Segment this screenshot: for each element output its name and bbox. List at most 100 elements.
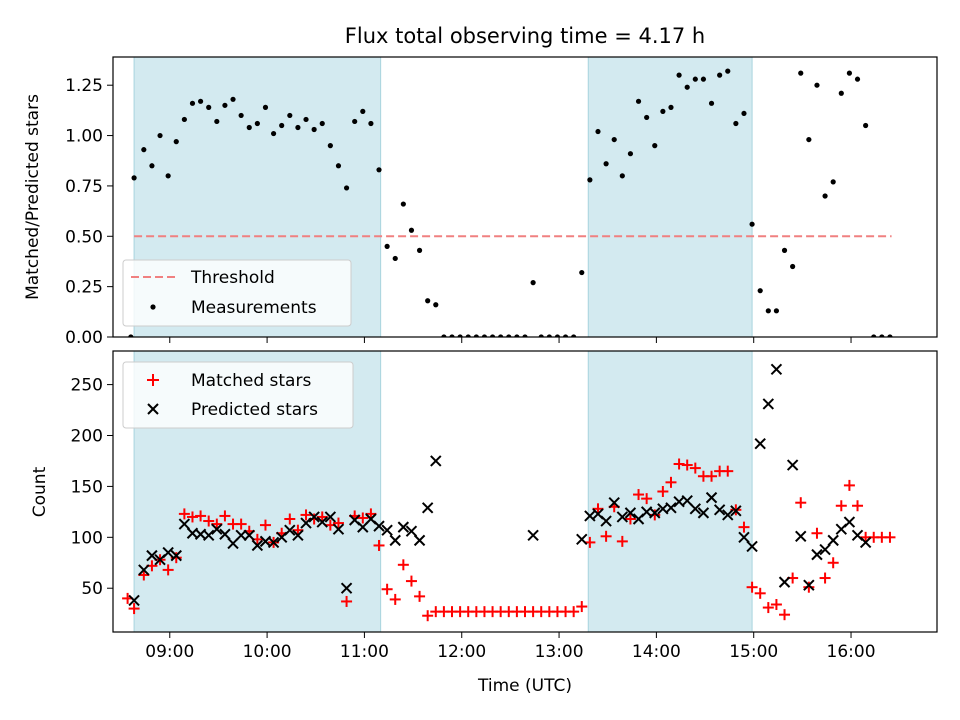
measurement-point	[522, 334, 528, 337]
predicted-star-point	[819, 543, 831, 556]
matched-star-point	[616, 535, 628, 547]
matched-star-point	[681, 459, 693, 471]
predicted-star-point	[584, 510, 596, 522]
measurement-point	[181, 116, 187, 123]
measurement-point	[514, 334, 520, 337]
matched-star-point	[219, 510, 231, 522]
measurement-point	[571, 334, 577, 337]
measurement-point	[781, 247, 788, 253]
predicted-star-point	[235, 529, 247, 541]
y-tick-label: 0.00	[65, 328, 103, 348]
measurement-point	[254, 120, 260, 127]
matched-star-point	[235, 518, 247, 530]
measurement-point	[141, 147, 147, 153]
top-legend-box	[122, 259, 352, 327]
measurement-point	[611, 136, 617, 143]
measurement-point	[238, 112, 244, 119]
predicted-star-point	[340, 582, 353, 594]
predicted-star-point	[381, 524, 393, 536]
bottom-legend-box	[122, 361, 354, 429]
measurement-point	[741, 110, 747, 117]
matched-star-point	[706, 470, 718, 482]
predicted-star-point	[616, 511, 629, 523]
matched-star-point	[738, 521, 750, 533]
predicted-star-point	[665, 502, 677, 514]
legend-predicted-label: Predicted stars	[191, 400, 318, 420]
measurement-point	[579, 269, 585, 276]
predicted-star-point	[746, 540, 758, 553]
measurement-point	[392, 255, 398, 262]
legend-measurements-swatch	[150, 304, 156, 310]
measurement-point	[498, 334, 504, 337]
measurement-point	[506, 334, 512, 337]
matched-star-point	[803, 581, 815, 593]
predicted-star-point	[770, 363, 783, 376]
measurement-point	[627, 151, 634, 157]
predicted-star-point	[608, 496, 620, 509]
measurement-point	[400, 201, 406, 207]
measurement-point	[457, 334, 463, 337]
predicted-star-point	[243, 529, 255, 541]
y-tick-label: 1.00	[65, 127, 103, 147]
predicted-star-point	[649, 507, 661, 519]
legend-measurements-label: Measurements	[191, 298, 317, 318]
predicted-star-point	[413, 534, 426, 547]
measurement-point	[279, 122, 285, 129]
predicted-star-point	[308, 511, 320, 523]
predicted-star-point	[251, 539, 264, 552]
measurement-point	[887, 334, 893, 337]
measurement-point	[879, 334, 885, 337]
measurement-point	[538, 334, 544, 337]
matched-star-point	[657, 486, 669, 497]
predicted-star-point	[128, 594, 140, 607]
matched-star-point	[332, 517, 344, 529]
measurement-point	[562, 334, 569, 337]
legend-threshold-label: Threshold	[190, 268, 275, 288]
measurement-point	[319, 120, 325, 127]
matched-star-point	[770, 599, 782, 611]
matched-star-point	[673, 458, 685, 470]
predicted-star-point	[786, 459, 799, 471]
measurement-point	[197, 98, 204, 104]
measurement-point	[449, 334, 455, 337]
matched-star-point	[178, 508, 190, 520]
measurement-point	[757, 288, 763, 294]
measurement-point	[441, 334, 447, 337]
matched-star-point	[259, 519, 271, 531]
matched-star-point	[568, 606, 580, 618]
matched-star-point	[641, 493, 653, 505]
measurement-point	[222, 102, 228, 108]
measurement-point	[530, 280, 536, 286]
matched-star-point	[211, 518, 223, 530]
matched-star-point	[357, 512, 369, 524]
measurement-point	[481, 334, 488, 337]
top-legend: Threshold Measurements	[122, 259, 352, 327]
x-tick-label: 16:00	[827, 642, 876, 662]
matched-star-point	[300, 509, 312, 521]
x-tick-label: 15:00	[729, 642, 778, 662]
predicted-star-point	[738, 531, 750, 544]
predicted-star-point	[146, 549, 158, 562]
matched-star-point	[665, 476, 677, 488]
predicted-star-point	[762, 398, 775, 410]
measurement-point	[871, 334, 877, 337]
top-panel: 0.00 0.25 0.50 0.75 1.00 1.25 Matched/Predict…	[23, 56, 938, 348]
measurement-point	[206, 104, 212, 110]
matched-star-point	[633, 489, 645, 501]
predicted-star-point	[292, 529, 304, 541]
measurement-point	[554, 334, 561, 337]
matched-star-point	[138, 569, 150, 581]
measurement-point	[465, 334, 471, 337]
matched-star-point	[600, 530, 612, 542]
predicted-star-point	[421, 502, 434, 514]
predicted-star-point	[170, 549, 182, 562]
matched-star-point	[592, 503, 604, 515]
x-tick-label: 09:00	[145, 642, 194, 662]
predicted-star-point	[811, 548, 823, 561]
y-tick-label: 50	[81, 579, 103, 599]
measurement-point	[700, 76, 707, 82]
measurement-point	[425, 298, 431, 304]
matched-star-point	[195, 510, 207, 522]
measurement-point	[708, 100, 715, 106]
measurement-point	[352, 118, 358, 125]
